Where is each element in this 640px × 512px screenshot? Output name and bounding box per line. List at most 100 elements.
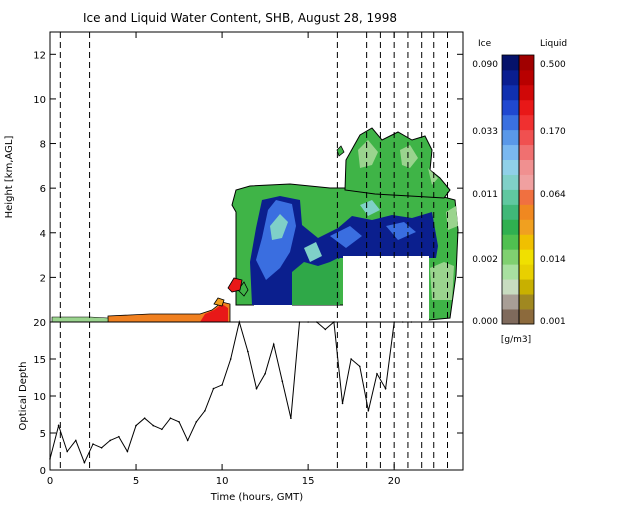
optical-depth-point: [152, 424, 155, 427]
colorbar-ice-tick-label: 0.033: [472, 127, 498, 137]
top-ytick-label: 12: [33, 50, 46, 61]
upper-cirrus-light: [358, 140, 438, 185]
optical-depth-point: [229, 358, 232, 360]
optical-depth-point: [264, 373, 266, 375]
liquid-cell-1: [227, 277, 243, 293]
liquid-colorbar-segment: [519, 204, 534, 220]
liquid-colorbar-segment: [519, 279, 534, 295]
bottom-xtick-label: 10: [216, 476, 229, 487]
liquid-colorbar-segment: [519, 69, 534, 86]
optical-depth-point: [255, 387, 258, 390]
optical-depth-point: [298, 321, 301, 323]
liquid-bl-layer: [107, 301, 231, 323]
small-cloud-2: [336, 145, 345, 157]
bottom-xtick-label: 0: [47, 476, 53, 487]
ice-colorbar-segment: [502, 309, 519, 325]
event-lines-bottom: [59, 322, 449, 470]
optical-depth-point: [350, 358, 352, 360]
top-ytick-label: 8: [40, 140, 46, 151]
colorbar-liquid-tick-label: 0.001: [540, 317, 566, 327]
optical-depth-point: [341, 402, 344, 405]
top-ytick-label: 4: [40, 229, 46, 240]
optical-depth-point: [315, 321, 318, 323]
colorbar-ice-tick-label: 0.090: [472, 60, 498, 70]
optical-depth-point: [204, 410, 206, 412]
liquid-colorbar-segment: [519, 144, 534, 161]
small-cloud-1: [237, 281, 249, 297]
optical-depth-point: [169, 417, 172, 420]
liquid-colorbar-segment: [519, 189, 534, 205]
liquid-colorbar: [519, 55, 534, 325]
ice-colorbar-segment: [502, 69, 519, 86]
optical-depth-point: [401, 321, 404, 323]
liquid-colorbar-segment: [519, 234, 534, 250]
optical-depth-point: [186, 439, 189, 442]
colorbar-liquid-tick-label: 0.064: [540, 190, 566, 200]
ice-core-dense: [250, 196, 438, 305]
liquid-colorbar-segment: [519, 264, 534, 280]
colorbar-units: [g/m3]: [501, 335, 531, 345]
colorbar-ticks: 0.000 0.002 0.011 0.033 0.090 0.001 0.014 0.064…: [472, 60, 566, 327]
liquid-colorbar-segment: [519, 249, 534, 265]
colorbar-ice-tick-label: 0.000: [472, 317, 498, 327]
liquid-cloud-region: [51, 277, 243, 323]
top-ytick-label: 2: [40, 273, 46, 284]
optical-depth-point: [281, 380, 284, 383]
optical-depth-point: [109, 439, 112, 442]
optical-depth-point: [161, 428, 163, 431]
bottom-ytick-label: 20: [33, 318, 46, 329]
optical-depth-point: [367, 410, 370, 412]
liquid-colorbar-segment: [519, 99, 534, 116]
optical-depth-point: [92, 443, 94, 445]
bottom-ylabel: Optical Depth: [18, 362, 29, 431]
optical-depth-point: [358, 365, 361, 368]
optical-depth-point: [290, 417, 292, 420]
ice-colorbar-segment: [502, 144, 519, 161]
bottom-xlabel: Time (hours, GMT): [210, 492, 304, 503]
liquid-colorbar-segment: [519, 309, 534, 325]
ice-colorbar-segment: [502, 204, 519, 220]
ice-cloud-region: [231, 127, 459, 322]
optical-depth-point: [83, 461, 86, 464]
optical-depth-point: [238, 321, 241, 323]
ice-colorbar-segment: [502, 219, 519, 235]
optical-depth-point: [212, 387, 215, 390]
liquid-colorbar-segment: [519, 159, 534, 175]
ice-colorbar-segment: [502, 234, 519, 250]
data-gap-1: [254, 305, 292, 322]
ice-colorbar-segment: [502, 249, 519, 265]
colorbar-liquid-tick-label: 0.170: [540, 127, 566, 137]
optical-depth-series: [49, 320, 413, 464]
ice-colorbar-segment: [502, 159, 519, 175]
liquid-colorbar-segment: [519, 219, 534, 235]
event-lines-top: [59, 32, 449, 322]
ice-mid-blue: [256, 200, 416, 280]
bottom-xtick-label: 20: [388, 476, 401, 487]
optical-depth-point: [195, 421, 198, 423]
optical-depth-point: [324, 328, 327, 331]
ice-colorbar-segment: [502, 294, 519, 310]
ice-colorbar-segment: [502, 174, 519, 190]
ice-colorbar-segment: [502, 279, 519, 295]
colorbar-ice-tick-label: 0.002: [472, 255, 498, 265]
ice-colorbar-segment: [502, 264, 519, 280]
optical-depth-point: [135, 424, 137, 427]
liquid-colorbar-segment: [519, 294, 534, 310]
ice-colorbar-segment: [502, 114, 519, 131]
ice-colorbar: [502, 55, 519, 325]
liquid-colorbar-segment: [519, 174, 534, 190]
optical-depth-point: [410, 321, 413, 323]
optical-depth-point: [376, 373, 378, 375]
colorbar-liquid-label: Liquid: [540, 39, 567, 49]
optical-depth-point: [178, 421, 180, 423]
liquid-colorbar-segment: [519, 84, 534, 101]
colorbar-liquid-tick-label: 0.014: [540, 255, 566, 265]
bottom-ytick-label: 5: [40, 429, 46, 440]
optical-depth-line: [49, 320, 412, 464]
optical-depth-point: [49, 458, 51, 460]
ice-colorbar-segment: [502, 129, 519, 146]
colorbar: Ice Liquid 0.0000.0020.0110.0330.0900.00…: [472, 39, 567, 345]
optical-depth-point: [221, 384, 223, 386]
top-ytick-label: 10: [33, 95, 46, 106]
